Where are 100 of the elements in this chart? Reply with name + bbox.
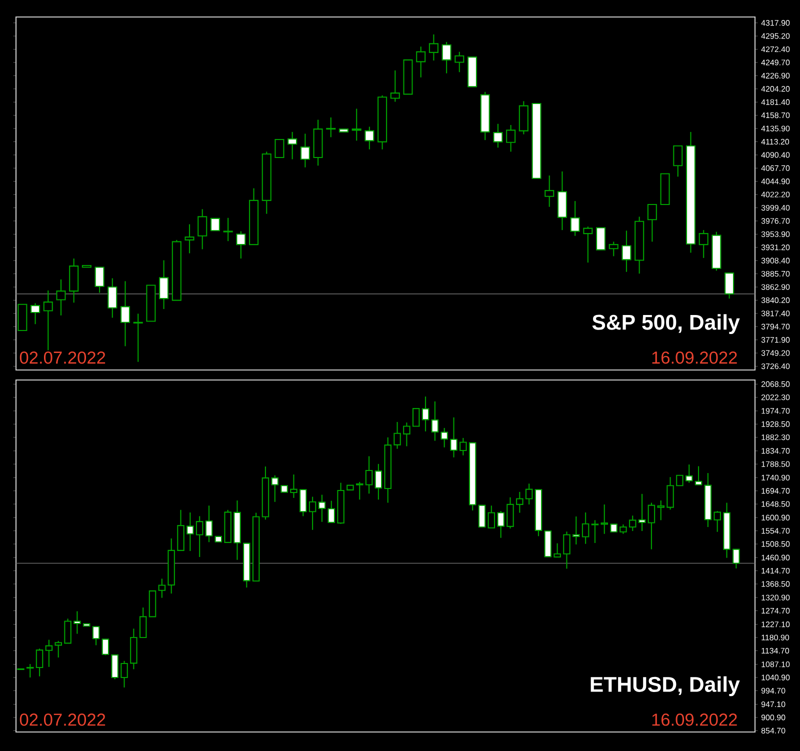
candlestick [714, 510, 721, 532]
y-tick-label: 1320.90 [762, 594, 790, 600]
candlestick [544, 174, 554, 208]
candlestick [274, 138, 284, 158]
candlestick [308, 496, 316, 530]
y-tick-label: 1040.90 [762, 674, 790, 680]
y-tick-label: 1368.50 [762, 581, 790, 587]
candlestick [622, 230, 632, 272]
candlestick [442, 41, 452, 74]
candlestick [45, 639, 53, 668]
y-tick-label: 1414.70 [762, 568, 790, 574]
y-tick-label: 1460.90 [762, 554, 790, 560]
y-tick-label: 4044.90 [761, 178, 790, 184]
y-tick-label: 1600.90 [762, 514, 790, 520]
y-tick-label: 3862.90 [761, 284, 790, 290]
y-tick-label: 1274.70 [762, 608, 790, 614]
candlestick [428, 34, 438, 62]
candlestick [290, 474, 298, 498]
y-tick-label: 3999.40 [761, 204, 790, 211]
candlestick [732, 548, 740, 569]
y-tick-label: 854.70 [761, 728, 786, 734]
y-tick-label: 3976.70 [761, 218, 790, 224]
candlestick [620, 524, 627, 534]
y-tick-label: 4113.20 [761, 138, 790, 145]
candlestick [102, 638, 110, 656]
candlestick [638, 493, 646, 532]
candlestick [159, 260, 169, 310]
candlestick [572, 516, 580, 545]
y-tick-label: 3749.20 [761, 350, 790, 356]
candlestick [390, 70, 400, 102]
y-tick-label: 1740.90 [762, 474, 790, 480]
y-tick-label: 4272.40 [761, 46, 790, 52]
y-tick-label: 994.70 [761, 688, 786, 694]
y-tick-label: 4204.20 [761, 86, 790, 92]
candlestick [236, 230, 246, 260]
candlestick [318, 494, 326, 522]
candlestick [198, 208, 208, 250]
y-tick-label: 900.90 [761, 714, 786, 720]
candlestick [74, 610, 81, 634]
candlestick [583, 226, 593, 264]
candlestick [26, 664, 34, 678]
candlestick [724, 272, 734, 300]
y-tick-label: 4249.70 [761, 60, 790, 66]
y-tick-label: 2068.50 [761, 381, 790, 387]
candlestick [416, 46, 426, 78]
candlestick [454, 51, 464, 73]
candlestick [64, 618, 72, 644]
y-tick-label: 947.10 [761, 701, 786, 708]
y-tick-label: 1928.50 [762, 421, 790, 427]
y-tick-label: 4226.90 [761, 72, 790, 79]
candlestick [94, 266, 104, 294]
candlestick [56, 278, 66, 316]
y-tick-label: 1227.10 [762, 622, 790, 628]
candlestick [628, 515, 636, 532]
y-tick-label: 3794.70 [761, 324, 790, 330]
candlestick [525, 483, 533, 506]
y-tick-label: 3908.40 [761, 258, 790, 264]
candlestick [412, 408, 420, 427]
y-tick-label: 4181.40 [761, 99, 790, 105]
candlestick [300, 133, 310, 168]
candlestick [139, 606, 147, 638]
y-tick-label: 1648.50 [762, 501, 790, 507]
text: S&P 500, Daily [592, 314, 740, 334]
text: ETHUSD, Daily [590, 676, 740, 696]
candlestick [582, 512, 590, 544]
y-tick-label: 4135.90 [761, 126, 790, 132]
candlestick [647, 204, 657, 242]
y-tick-label: 3771.90 [761, 337, 790, 343]
annotation: 16.09.2022 [652, 351, 737, 364]
candlestick [184, 224, 194, 254]
candlestick [440, 427, 448, 448]
candlestick [356, 481, 364, 500]
y-tick-label: 4158.70 [761, 112, 790, 118]
candlestick [210, 218, 220, 232]
candlestick [570, 200, 580, 236]
candlestick [54, 640, 62, 658]
candlestick [365, 456, 373, 494]
y-tick-label: 4090.40 [761, 152, 790, 158]
candlestick [506, 496, 514, 529]
candlestick [133, 313, 143, 362]
candlestick [488, 505, 496, 528]
candlestick [120, 280, 130, 347]
candlestick [506, 124, 516, 152]
annotation: 02.07.2022 [20, 351, 106, 364]
y-tick-label: 1788.50 [762, 461, 790, 467]
candlestick [394, 421, 401, 450]
annotation: 16.09.2022 [652, 714, 737, 726]
candlestick [374, 463, 382, 500]
y-tick-label: 3840.20 [761, 297, 790, 304]
y-tick-label: 3885.70 [761, 270, 790, 277]
candlestick [271, 474, 279, 502]
candlestick [431, 400, 439, 442]
candlestick [422, 396, 430, 432]
candlestick [657, 500, 665, 521]
candlestick [120, 660, 128, 688]
y-tick-label: 1882.30 [762, 434, 790, 440]
candlestick [364, 126, 374, 150]
candlestick [326, 116, 336, 138]
y-tick-label: 1508.50 [762, 541, 790, 547]
candlestick [450, 416, 458, 458]
